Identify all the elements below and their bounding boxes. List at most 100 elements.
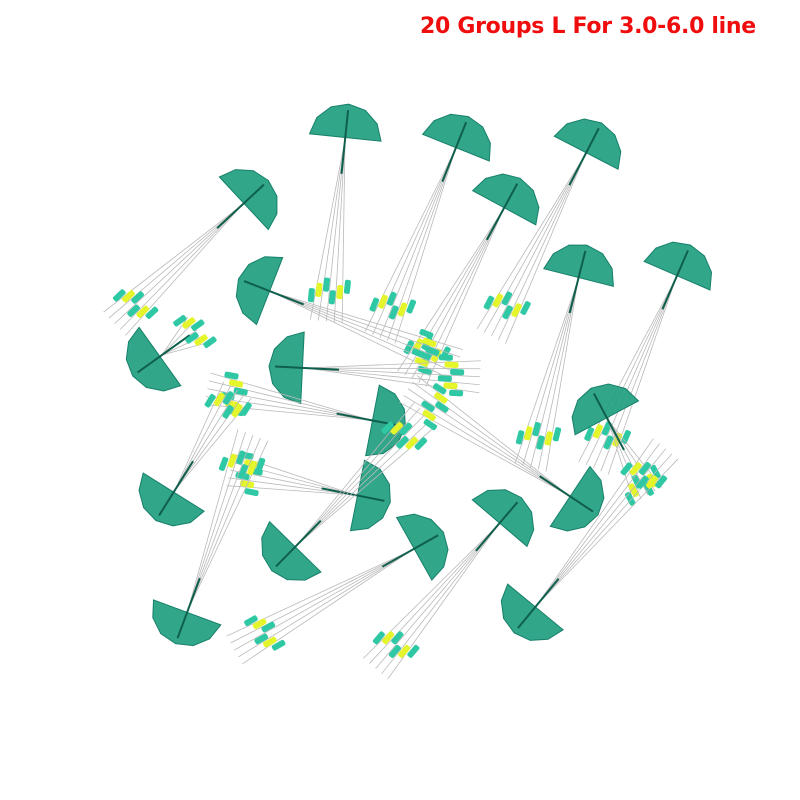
line-wire <box>242 549 413 665</box>
stopper-group <box>152 429 269 647</box>
line-wire <box>304 367 480 386</box>
bead <box>421 400 435 412</box>
bead <box>315 282 323 297</box>
bead <box>254 633 269 645</box>
stopper-disc <box>643 241 713 291</box>
bead <box>434 392 448 404</box>
disc-spine <box>137 334 191 374</box>
line-wire <box>119 204 243 330</box>
bead <box>336 284 344 300</box>
line-wire <box>381 524 499 675</box>
disc-spine <box>517 578 560 629</box>
stopper-group <box>364 113 491 344</box>
line-wire <box>304 367 481 370</box>
line-wire <box>230 549 413 644</box>
bead <box>636 475 649 489</box>
bead <box>263 636 277 648</box>
bead <box>136 305 150 318</box>
bead <box>323 277 331 292</box>
bead <box>244 488 259 497</box>
stopper-disc <box>308 103 382 142</box>
bead <box>382 631 395 645</box>
bead <box>388 644 401 658</box>
disc-spine <box>340 110 350 174</box>
bead <box>131 291 144 304</box>
bead <box>240 402 252 416</box>
disc-spine <box>475 501 519 552</box>
bead <box>271 639 286 651</box>
bead <box>252 618 267 630</box>
bead <box>247 460 257 476</box>
bead <box>501 291 513 306</box>
stopper-group <box>103 169 278 336</box>
stopper-disc <box>471 173 540 226</box>
bead <box>437 375 452 382</box>
bead <box>224 371 239 380</box>
line-wire <box>271 291 455 373</box>
disc-spine <box>216 183 265 229</box>
stopper-disc <box>549 465 605 532</box>
bead <box>544 431 553 446</box>
line-wire <box>536 458 679 606</box>
bead <box>407 644 420 658</box>
bead <box>227 453 237 468</box>
line-wire <box>208 380 371 421</box>
line-wire <box>522 279 579 466</box>
bead <box>450 368 465 376</box>
line-wire <box>205 396 371 421</box>
bead <box>584 427 595 442</box>
line-wire <box>497 154 586 341</box>
line-wire <box>174 385 232 491</box>
bead <box>423 418 438 431</box>
stopper-disc <box>571 383 640 436</box>
bead <box>127 304 140 317</box>
bead <box>244 615 258 626</box>
line-wire <box>271 291 461 358</box>
bead <box>372 631 385 645</box>
disc-spine <box>485 183 519 241</box>
bead <box>238 464 248 479</box>
disc-spine <box>539 475 594 513</box>
bead <box>655 475 668 489</box>
line-wire <box>403 395 569 496</box>
bead <box>378 294 388 309</box>
bead <box>185 332 199 344</box>
bead <box>389 305 399 320</box>
bead <box>328 290 336 305</box>
bead <box>343 279 351 294</box>
stopper-group <box>261 402 438 581</box>
bead <box>438 354 453 361</box>
bead <box>397 302 408 317</box>
bead <box>620 462 633 476</box>
bead <box>425 346 440 356</box>
bead <box>422 337 437 348</box>
bead <box>255 457 266 472</box>
stopper-disc <box>235 256 284 326</box>
line-wire <box>593 277 677 469</box>
line-wire <box>187 437 261 611</box>
line-wire <box>238 549 413 658</box>
stopper-disc <box>543 244 614 288</box>
line-wire <box>228 477 356 496</box>
line-wire <box>296 407 421 546</box>
disc-spine <box>568 127 600 186</box>
bead <box>307 288 315 303</box>
line-wire <box>333 139 346 323</box>
line-wire <box>412 381 569 496</box>
disc-spine <box>381 534 439 568</box>
line-wire <box>483 154 586 333</box>
bead <box>236 450 246 465</box>
line-wire <box>387 149 456 341</box>
bead <box>396 436 409 449</box>
line-wire <box>585 277 677 465</box>
bead <box>515 430 525 445</box>
bead <box>621 429 631 444</box>
disc-spine <box>441 121 468 182</box>
bead <box>145 306 159 319</box>
bead <box>386 291 397 306</box>
line-wire <box>536 443 660 606</box>
stopper-group <box>226 513 449 665</box>
bead <box>122 290 135 303</box>
line-wire <box>174 394 245 491</box>
